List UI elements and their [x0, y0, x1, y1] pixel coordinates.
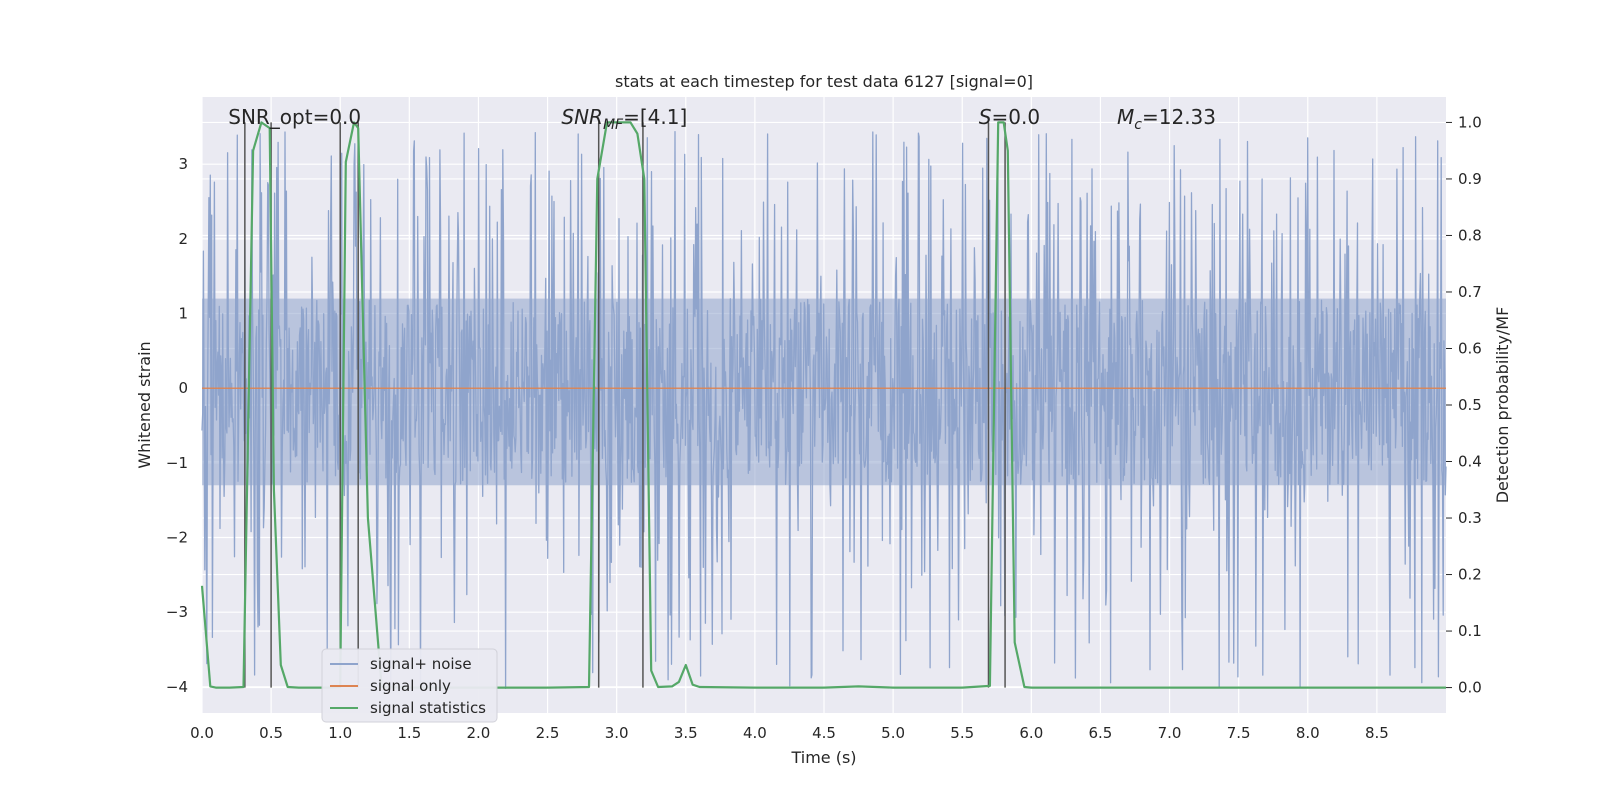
legend-label: signal statistics [370, 699, 486, 717]
y-tick-label: −3 [166, 603, 188, 621]
y-tick-label: −2 [166, 529, 188, 547]
y-tick-label: −1 [166, 454, 188, 472]
y2-axis-ticks: 1.0 0.9 0.8 0.7 0.6 0.5 0.4 0.3 0.2 0.1 0.0 [1446, 113, 1482, 697]
y-tick-label: −4 [166, 678, 188, 696]
annotation-snr-mf: SNRMF=[4.1] [561, 105, 687, 133]
legend-box [321, 648, 498, 723]
y-axis-label: Whitened strain [135, 341, 154, 468]
y-tick-label: 2 [178, 230, 188, 248]
y2-tick-label: 0.7 [1458, 283, 1482, 301]
y2-tick-label: 0.6 [1458, 339, 1482, 357]
x-tick-label: 7.0 [1158, 724, 1182, 742]
x-tick-label: 8.0 [1296, 724, 1320, 742]
legend-label: signal+ noise [370, 655, 472, 673]
mc-value: =12.33 [1142, 105, 1216, 129]
snr-mf-value: =[4.1] [623, 105, 687, 129]
x-tick-label: 3.5 [674, 724, 698, 742]
statistics-series [200, 121, 1446, 689]
y-tick-label: 0 [178, 379, 188, 397]
x-axis-ticks: 0.0 0.5 1.0 1.5 2.0 2.5 3.0 3.5 4.0 4.5 5.0 5.5 6.0 6… [190, 724, 1389, 742]
y2-tick-label: 0.0 [1458, 679, 1482, 697]
annotation-mc: Mc=12.33 [1117, 105, 1216, 133]
x-tick-label: 3.0 [605, 724, 629, 742]
x-tick-label: 1.5 [397, 724, 421, 742]
x-tick-label: 5.0 [881, 724, 905, 742]
x-tick-label: 1.0 [328, 724, 352, 742]
x-tick-label: 2.0 [467, 724, 491, 742]
y2-tick-label: 0.9 [1458, 170, 1482, 188]
y2-tick-label: 0.5 [1458, 396, 1482, 414]
x-tick-label: 0.0 [190, 724, 214, 742]
y2-tick-label: 0.2 [1458, 566, 1482, 584]
annotation-snr-opt: SNR_opt=0.0 [228, 105, 361, 129]
noise-series [201, 130, 1447, 690]
s-value: =0.0 [992, 105, 1041, 129]
y-axis-ticks: 3 2 1 0 −1 −2 −3 −4 [166, 155, 188, 696]
y2-axis-label: Detection probability/MF [1493, 307, 1512, 504]
snr-mf-subscript: MF [603, 117, 624, 133]
s-main: S [979, 105, 992, 129]
x-tick-label: 6.0 [1019, 724, 1043, 742]
x-tick-label: 4.5 [812, 724, 836, 742]
x-tick-label: 2.5 [536, 724, 560, 742]
x-axis-label: Time (s) [790, 748, 856, 767]
x-tick-label: 4.0 [743, 724, 767, 742]
y2-tick-label: 0.8 [1458, 226, 1482, 244]
x-tick-label: 5.5 [950, 724, 974, 742]
annotations: SNR_opt=0.0 SNRMF=[4.1] S=0.0 Mc=12.33 [228, 105, 1216, 133]
chart-title: stats at each timestep for test data 612… [615, 72, 1033, 91]
y-tick-label: 1 [178, 305, 188, 323]
x-tick-label: 7.5 [1227, 724, 1251, 742]
x-tick-label: 8.5 [1365, 724, 1389, 742]
mc-subscript: c [1134, 117, 1142, 133]
mc-main: M [1117, 105, 1134, 129]
y2-tick-label: 0.4 [1458, 453, 1482, 471]
annotation-s: S=0.0 [979, 105, 1040, 129]
y-tick-label: 3 [178, 155, 188, 173]
x-tick-label: 0.5 [259, 724, 283, 742]
y2-tick-label: 0.1 [1458, 622, 1482, 640]
statistics-line [200, 121, 1446, 689]
x-tick-label: 6.5 [1089, 724, 1113, 742]
snr-mf-main: SNR [561, 105, 603, 129]
y2-tick-label: 1.0 [1458, 113, 1482, 131]
noise-line [201, 130, 1447, 690]
legend-label: signal only [370, 677, 451, 695]
y2-tick-label: 0.3 [1458, 509, 1482, 527]
legend: signal+ noise signal only signal statistic… [321, 648, 498, 723]
